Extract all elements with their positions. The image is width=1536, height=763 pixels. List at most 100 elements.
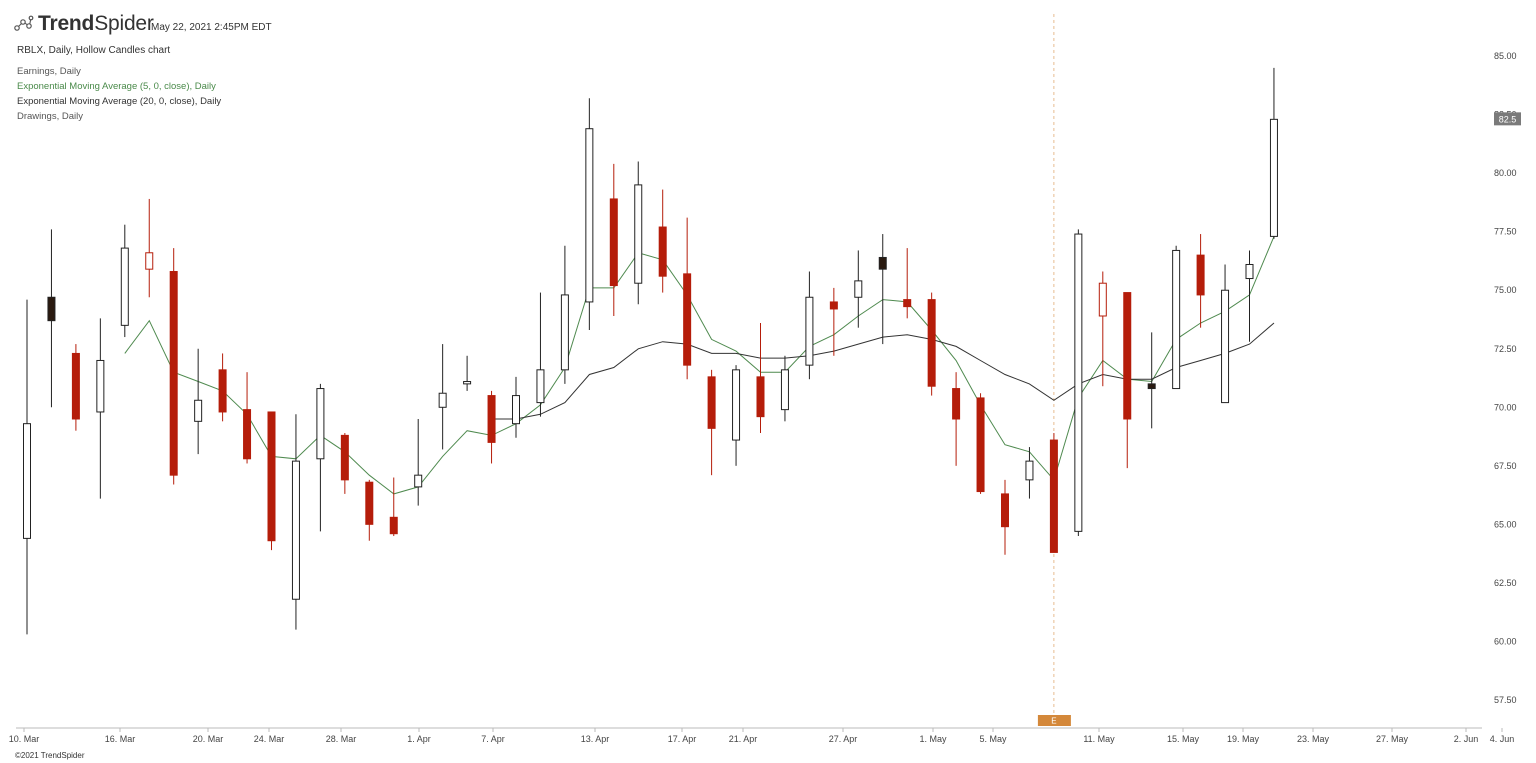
candle-body	[96, 359, 105, 413]
candle	[1147, 332, 1156, 429]
candle	[243, 372, 252, 464]
y-tick-label: 70.00	[1494, 402, 1517, 412]
x-tick-label: 28. Mar	[326, 734, 357, 744]
candle	[976, 393, 985, 494]
candle	[316, 383, 325, 532]
candle-body	[487, 395, 496, 443]
candle	[634, 161, 643, 305]
candle-body	[707, 376, 716, 429]
candle	[23, 299, 31, 635]
candle-body	[414, 474, 423, 488]
candle	[512, 376, 520, 438]
legend-item-ema20[interactable]: Exponential Moving Average (20, 0, close…	[17, 96, 222, 107]
candle-body	[536, 369, 545, 404]
candle-body	[1074, 233, 1083, 532]
candle	[952, 372, 961, 466]
candle	[71, 344, 80, 431]
candle-body	[1025, 460, 1034, 481]
candle-body	[927, 299, 936, 387]
y-tick-label: 77.50	[1494, 227, 1517, 237]
candle-body	[389, 516, 398, 535]
candle-body	[952, 388, 961, 420]
candle	[291, 414, 300, 630]
x-tick-label: 7. Apr	[481, 734, 505, 744]
brand-bold: Trend	[38, 12, 95, 35]
candle-body	[1196, 254, 1205, 296]
candle-body	[1269, 118, 1278, 237]
candle-body	[1221, 289, 1230, 404]
candle	[854, 250, 863, 328]
candle	[805, 271, 814, 380]
x-tick-label: 11. May	[1083, 734, 1115, 744]
ema5-line	[124, 236, 1275, 495]
candle-body	[829, 301, 838, 310]
x-tick-label: 16. Mar	[105, 734, 136, 744]
candle	[438, 344, 447, 450]
candle-body	[71, 352, 80, 420]
candle	[47, 229, 56, 408]
x-tick-label: 27. May	[1376, 734, 1409, 744]
x-tick-label: 17. Apr	[668, 734, 697, 744]
y-tick-label: 57.50	[1494, 695, 1517, 705]
candle	[780, 355, 789, 422]
candle	[1123, 292, 1132, 469]
candle	[365, 479, 374, 541]
candle	[340, 433, 349, 494]
candle-body	[267, 411, 276, 542]
x-tick-label: 23. May	[1297, 734, 1330, 744]
legend-item-earnings[interactable]: Earnings, Daily	[17, 66, 81, 77]
x-tick-label: 15. May	[1167, 734, 1200, 744]
y-tick-label: 75.00	[1494, 285, 1517, 295]
candle	[267, 411, 276, 551]
last-price-label: 82.5	[1499, 114, 1517, 124]
candle	[1025, 447, 1034, 499]
candle	[1245, 250, 1254, 342]
candle	[120, 224, 129, 338]
x-tick-label: 13. Apr	[581, 734, 610, 744]
legend-item-ema5[interactable]: Exponential Moving Average (5, 0, close)…	[17, 81, 216, 92]
candle	[829, 287, 838, 356]
chart-title: RBLX, Daily, Hollow Candles chart	[17, 45, 171, 56]
x-tick-label: 10. Mar	[9, 734, 40, 744]
x-tick-label: 27. Apr	[829, 734, 858, 744]
candle-body	[120, 247, 129, 326]
candle	[1001, 479, 1009, 555]
candle	[585, 98, 594, 331]
brand-logo: TrendSpider	[14, 12, 154, 36]
candle	[96, 318, 105, 499]
candle	[560, 245, 569, 384]
candle-body	[903, 299, 912, 308]
candle-body	[585, 128, 594, 303]
candle-body	[291, 460, 300, 600]
y-tick-label: 80.00	[1494, 168, 1517, 178]
last-price-tag	[1494, 112, 1521, 126]
candle-body	[1123, 292, 1132, 420]
x-tick-label: 24. Mar	[254, 734, 285, 744]
candle-body	[340, 434, 349, 481]
candle	[145, 198, 154, 298]
candle-body	[47, 296, 56, 322]
candle-body	[658, 226, 667, 277]
candle	[463, 355, 472, 391]
candle-body	[438, 392, 447, 408]
candle	[707, 369, 716, 476]
y-tick-label: 72.50	[1494, 344, 1517, 354]
x-tick-label: 20. Mar	[193, 734, 224, 744]
candle	[609, 163, 618, 316]
candle-body	[756, 376, 765, 418]
candle	[1221, 264, 1230, 404]
brand-name: TrendSpider	[38, 12, 154, 36]
candle-body	[145, 252, 154, 270]
footer-copyright: ©2021 TrendSpider	[15, 751, 85, 760]
y-tick-label: 62.50	[1494, 578, 1517, 588]
candle-body	[218, 369, 227, 413]
legend-item-drawings[interactable]: Drawings, Daily	[17, 111, 83, 122]
candle-body	[169, 271, 178, 476]
candle	[683, 217, 692, 380]
candle	[756, 323, 765, 434]
candle	[658, 189, 667, 293]
candle-body	[1147, 383, 1156, 390]
candle-body	[805, 296, 814, 366]
candle-body	[1245, 263, 1254, 280]
